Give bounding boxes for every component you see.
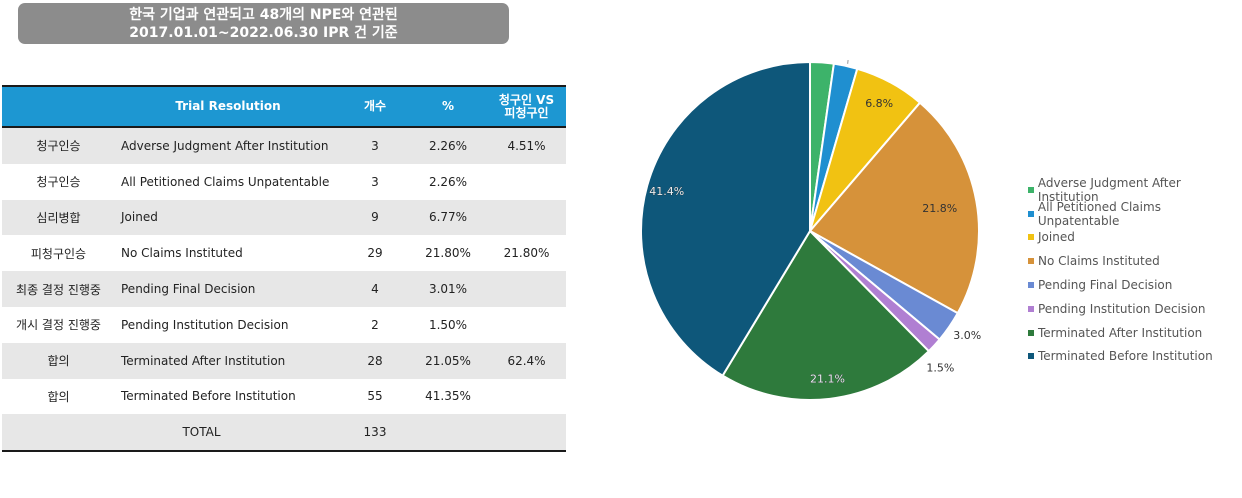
cell-resolution: All Petitioned Claims Unpatentable	[121, 174, 330, 189]
legend-label: Adverse Judgment After Institution	[1037, 175, 1181, 204]
pie-slice	[808, 101, 980, 315]
data-label: 41.4%	[649, 185, 684, 198]
table-row: 최종 결정 진행중 Pending Final Decision 4 3.01%	[2, 271, 566, 307]
cell-resolution: Joined	[115, 199, 341, 236]
cell-percent: 41.35%	[425, 389, 471, 404]
cell-category: 최종 결정 진행중	[2, 271, 115, 307]
header-category	[2, 86, 115, 128]
cell-percent: 2.26%	[409, 127, 487, 164]
chart-title-box: 한국 기업과 연관되고 48개의 NPE와 연관된 2017.01.01~202…	[18, 3, 509, 44]
cell-count: 3	[341, 127, 409, 164]
cell-group-percent	[487, 199, 566, 236]
data-label: 21.1%	[810, 373, 845, 386]
cell-group-percent	[487, 271, 566, 307]
legend-swatch	[1028, 186, 1034, 193]
total-empty	[409, 414, 487, 452]
legend-swatch	[1028, 210, 1034, 217]
table-row: 개시 결정 진행중 Pending Institution Decision 2 1.…	[2, 307, 566, 343]
table-row: 합의 Terminated After Institution 28 21.05% 62…	[2, 342, 566, 379]
legend-item: Terminated Before Institution	[1028, 345, 1242, 369]
cell-resolution: No Claims Instituted	[121, 246, 243, 261]
legend-item: Terminated After Institution	[1028, 321, 1242, 345]
legend-item: Joined	[1028, 226, 1242, 250]
cell-category: 개시 결정 진행중	[16, 318, 101, 333]
pie-slice	[640, 60, 811, 378]
legend-item: Adverse Judgment After Institution	[1028, 175, 1242, 204]
cell-category: 합의	[2, 342, 115, 379]
legend-label: Pending Institution Decision	[1038, 301, 1206, 316]
cell-group-percent	[487, 379, 566, 415]
cell-resolution: Terminated After Institution	[115, 342, 341, 379]
legend-swatch	[1028, 353, 1034, 360]
cell-group-percent: 4.51%	[487, 127, 566, 164]
legend-label: No Claims Instituted	[1038, 254, 1160, 269]
cell-group-percent: 62.4%	[487, 342, 566, 379]
cell-percent: 6.77%	[409, 199, 487, 236]
total-value: 133	[341, 414, 409, 452]
data-label: 1.5%	[926, 361, 954, 374]
legend-label: Terminated After Institution	[1038, 325, 1203, 340]
legend-item: Pending Institution Decision	[1028, 297, 1242, 321]
cell-count: 4	[341, 271, 409, 307]
cell-category: 심리병합	[2, 199, 115, 236]
cell-category: 청구인승	[2, 127, 115, 164]
data-label: 21.8%	[922, 202, 957, 215]
cell-percent: 3.01%	[409, 271, 487, 307]
legend-swatch	[1028, 258, 1034, 265]
pie-slice	[721, 229, 931, 401]
data-label: 6.8%	[865, 97, 893, 110]
label-leader-line	[847, 60, 849, 64]
cell-resolution: Pending Final Decision	[115, 271, 341, 307]
table-header-row: Trial Resolution 개수 % 청구인 VS 피청구인	[2, 86, 566, 128]
cell-count: 9	[341, 199, 409, 236]
legend-label: Terminated Before Institution	[1038, 349, 1213, 364]
cell-category: 청구인승	[36, 175, 81, 190]
total-empty	[487, 414, 566, 452]
cell-count: 28	[341, 342, 409, 379]
trial-resolution-table: Trial Resolution 개수 % 청구인 VS 피청구인 청구인승 Ad…	[2, 85, 566, 453]
table-row: 합의 Terminated Before Institution 55 41.35%	[2, 379, 566, 415]
legend-item: No Claims Instituted	[1028, 249, 1242, 273]
cell-count: 3	[371, 174, 379, 189]
header-percent: %	[409, 86, 487, 128]
legend-swatch	[1028, 282, 1034, 289]
cell-resolution: Pending Institution Decision	[121, 317, 289, 332]
data-label: 3.0%	[953, 329, 981, 342]
cell-resolution: Adverse Judgment After Institution	[115, 127, 341, 164]
cell-group-percent	[487, 307, 566, 343]
title-line-1: 한국 기업과 연관되고 48개의 NPE와 연관된	[129, 6, 398, 23]
cell-group-percent	[487, 164, 566, 200]
header-petitioner-vs-owner: 청구인 VS 피청구인	[487, 86, 566, 128]
legend-swatch	[1028, 305, 1034, 312]
legend-item: All Petitioned Claims Unpatentable	[1028, 199, 1242, 228]
cell-count: 2	[371, 317, 379, 332]
cell-percent: 21.80%	[425, 246, 471, 261]
legend-swatch	[1028, 329, 1034, 336]
legend-item: Pending Final Decision	[1028, 273, 1242, 297]
table-row: 피청구인승 No Claims Instituted 29 21.80% 21.80%	[2, 235, 566, 271]
pie-chart: 2.3%2.3%6.8%21.8%3.0%1.5%21.1%41.4%	[640, 60, 981, 401]
cell-percent: 2.26%	[428, 174, 468, 189]
legend-label: All Petitioned Claims Unpatentable	[1037, 199, 1161, 228]
total-label: TOTAL	[2, 414, 341, 452]
cell-count: 29	[367, 246, 383, 261]
cell-percent: 1.50%	[428, 317, 468, 332]
title-line-2: 2017.01.01~2022.06.30 IPR 건 기준	[129, 24, 398, 41]
cell-percent: 21.05%	[409, 342, 487, 379]
table-row: 청구인승 Adverse Judgment After Institution 3 2…	[2, 127, 566, 164]
cell-count: 55	[367, 389, 383, 404]
cell-category: 피청구인승	[30, 246, 87, 261]
table-row: 심리병합 Joined 9 6.77%	[2, 199, 566, 236]
cell-category: 합의	[47, 389, 70, 404]
cell-resolution: Terminated Before Institution	[121, 389, 296, 404]
header-trial-resolution: Trial Resolution	[115, 86, 341, 128]
chart-legend: Adverse Judgment After Institution All Pe…	[1028, 175, 1242, 369]
legend-label: Joined	[1038, 230, 1075, 245]
header-count: 개수	[341, 86, 409, 128]
cell-group-percent: 21.80%	[503, 246, 550, 261]
table-total-row: TOTAL 133	[2, 414, 566, 452]
table-row: 청구인승 All Petitioned Claims Unpatentable 3 2…	[2, 164, 566, 200]
legend-swatch	[1028, 234, 1034, 241]
legend-label: Pending Final Decision	[1038, 278, 1173, 293]
